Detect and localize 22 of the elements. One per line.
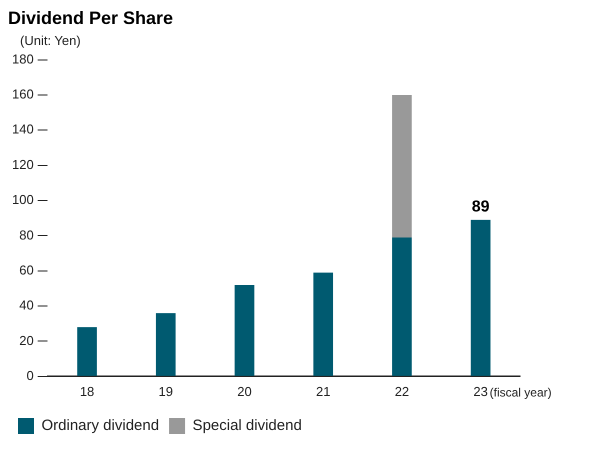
x-tick-label: 20 bbox=[237, 384, 252, 399]
chart-subtitle: (Unit: Yen) bbox=[20, 33, 82, 48]
y-tick-label: 20 bbox=[19, 332, 34, 348]
x-tick-label: 23 bbox=[473, 384, 488, 399]
y-tick-label: 180 bbox=[12, 51, 34, 66]
x-tick-label: 21 bbox=[316, 384, 330, 399]
y-tick-label: 100 bbox=[12, 192, 34, 208]
x-tick-label: 18 bbox=[80, 384, 94, 399]
x-axis-title: (fiscal year) bbox=[490, 386, 552, 400]
y-tick-label: 80 bbox=[19, 227, 34, 242]
y-tick-label: 120 bbox=[12, 156, 34, 172]
x-tick-label: 22 bbox=[394, 384, 410, 399]
x-tick-label: 19 bbox=[158, 384, 173, 399]
legend-label: Special dividend bbox=[192, 417, 302, 434]
y-tick-label: 160 bbox=[12, 86, 34, 102]
y-tick-label: 60 bbox=[19, 262, 34, 278]
chart-title: Dividend Per Share bbox=[8, 8, 174, 29]
y-tick-label: 40 bbox=[19, 298, 34, 313]
y-tick-label: 0 bbox=[26, 368, 34, 383]
legend-label: Ordinary dividend bbox=[42, 417, 160, 434]
y-tick-label: 140 bbox=[12, 122, 34, 137]
data-label: 89 bbox=[472, 198, 490, 216]
